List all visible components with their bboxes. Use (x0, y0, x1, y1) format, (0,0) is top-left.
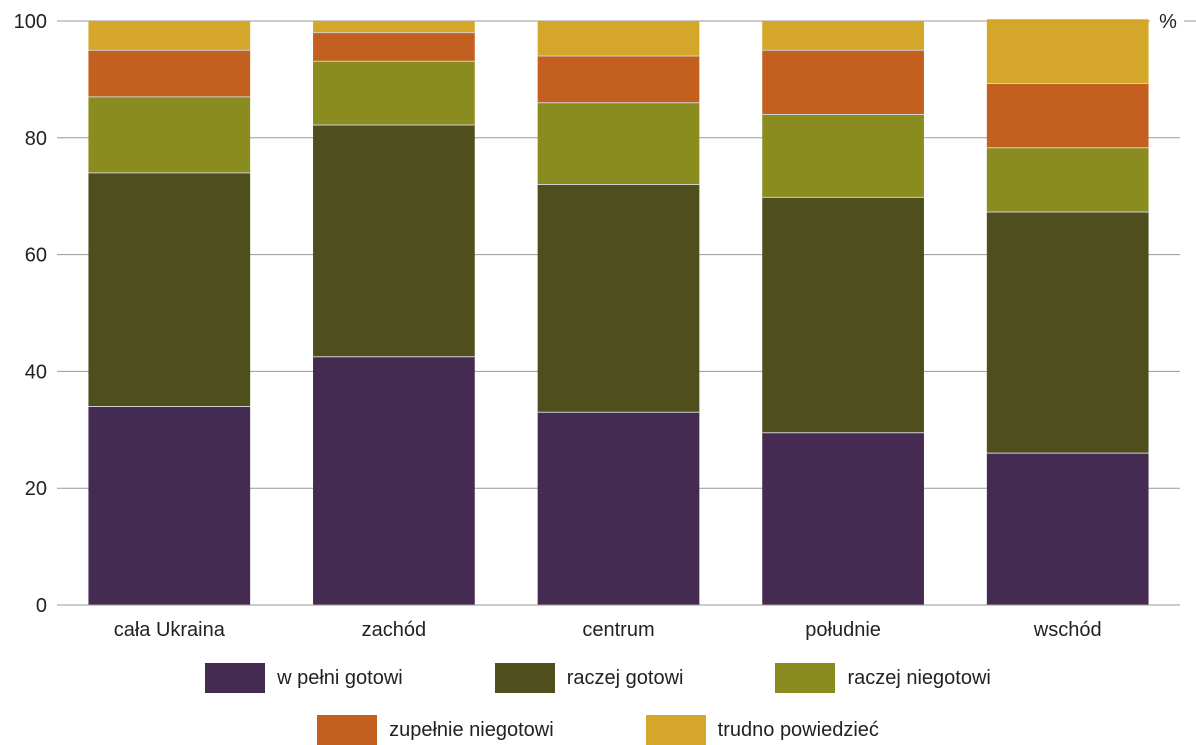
y-tick-label: 40 (25, 361, 47, 383)
legend-item-w-pelni-gotowi: w pełni gotowi (205, 663, 403, 693)
y-tick-label: 20 (25, 478, 47, 500)
bar-segment (762, 21, 924, 51)
bar-segment (762, 197, 924, 433)
bar-segment (762, 432, 924, 605)
bar-segment (762, 50, 924, 115)
bar-segment (537, 56, 700, 103)
bar-segment (537, 412, 700, 605)
bar-segment (313, 61, 475, 125)
legend-swatch (494, 663, 555, 693)
bar-segment (986, 211, 1149, 454)
bar-segment (986, 147, 1149, 212)
legend-row-1: w pełni gotowi raczej gotowi raczej nieg… (0, 663, 1196, 693)
x-axis-ticks: cała Ukraina zachód centrum południe wschód (114, 619, 1102, 641)
bar-segment (88, 21, 251, 51)
legend-item-raczej-niegotowi: raczej niegotowi (775, 663, 991, 693)
x-tick-label: południe (805, 619, 881, 641)
legend-swatch (645, 715, 706, 745)
x-tick-label: zachód (362, 619, 427, 641)
legend-label: w pełni gotowi (277, 666, 403, 689)
legend-row-2: zupełnie niegotowi trudno powiedzieć (0, 715, 1196, 745)
y-tick-label: 80 (25, 128, 47, 150)
legend-label: zupełnie niegotowi (389, 718, 554, 741)
legend-item-raczej-gotowi: raczej gotowi (494, 663, 684, 693)
bar-segment (88, 172, 251, 407)
bar-segment (313, 32, 475, 62)
legend-swatch (775, 663, 836, 693)
y-tick-label: 100 (14, 11, 47, 33)
stacked-bar-chart: 0 20 40 60 80 100 cała Ukraina zachód centrum po… (14, 11, 1196, 641)
x-tick-label: wschód (1033, 619, 1102, 641)
bar-segment (313, 356, 475, 605)
legend-item-trudno-powiedziec: trudno powiedzieć (645, 715, 879, 745)
bar-segment (313, 21, 475, 33)
x-tick-label: cała Ukraina (114, 619, 226, 641)
y-axis-ticks: 0 20 40 60 80 100 (14, 11, 47, 617)
legend-label: raczej gotowi (566, 666, 684, 689)
bar-segment (986, 83, 1149, 148)
legend-item-zupelnie-niegotowi: zupełnie niegotowi (317, 715, 554, 745)
bar-segment (313, 124, 475, 357)
legend-label: raczej niegotowi (847, 666, 991, 689)
bars (88, 19, 1149, 605)
bar-segment (537, 184, 700, 413)
legend-label: trudno powiedzieć (717, 718, 879, 741)
legend-swatch (205, 663, 266, 693)
bar-segment (986, 19, 1149, 84)
bar-segment (986, 453, 1149, 605)
bar-segment (88, 96, 251, 173)
y-unit-label: % (1159, 11, 1177, 33)
bar-segment (537, 102, 700, 185)
bar-segment (762, 114, 924, 198)
bar-segment (537, 21, 700, 57)
x-tick-label: centrum (582, 619, 654, 641)
bar-segment (88, 406, 251, 605)
y-tick-label: 0 (36, 595, 47, 617)
bar-segment (88, 50, 251, 97)
y-tick-label: 60 (25, 245, 47, 267)
legend-swatch (317, 715, 378, 745)
